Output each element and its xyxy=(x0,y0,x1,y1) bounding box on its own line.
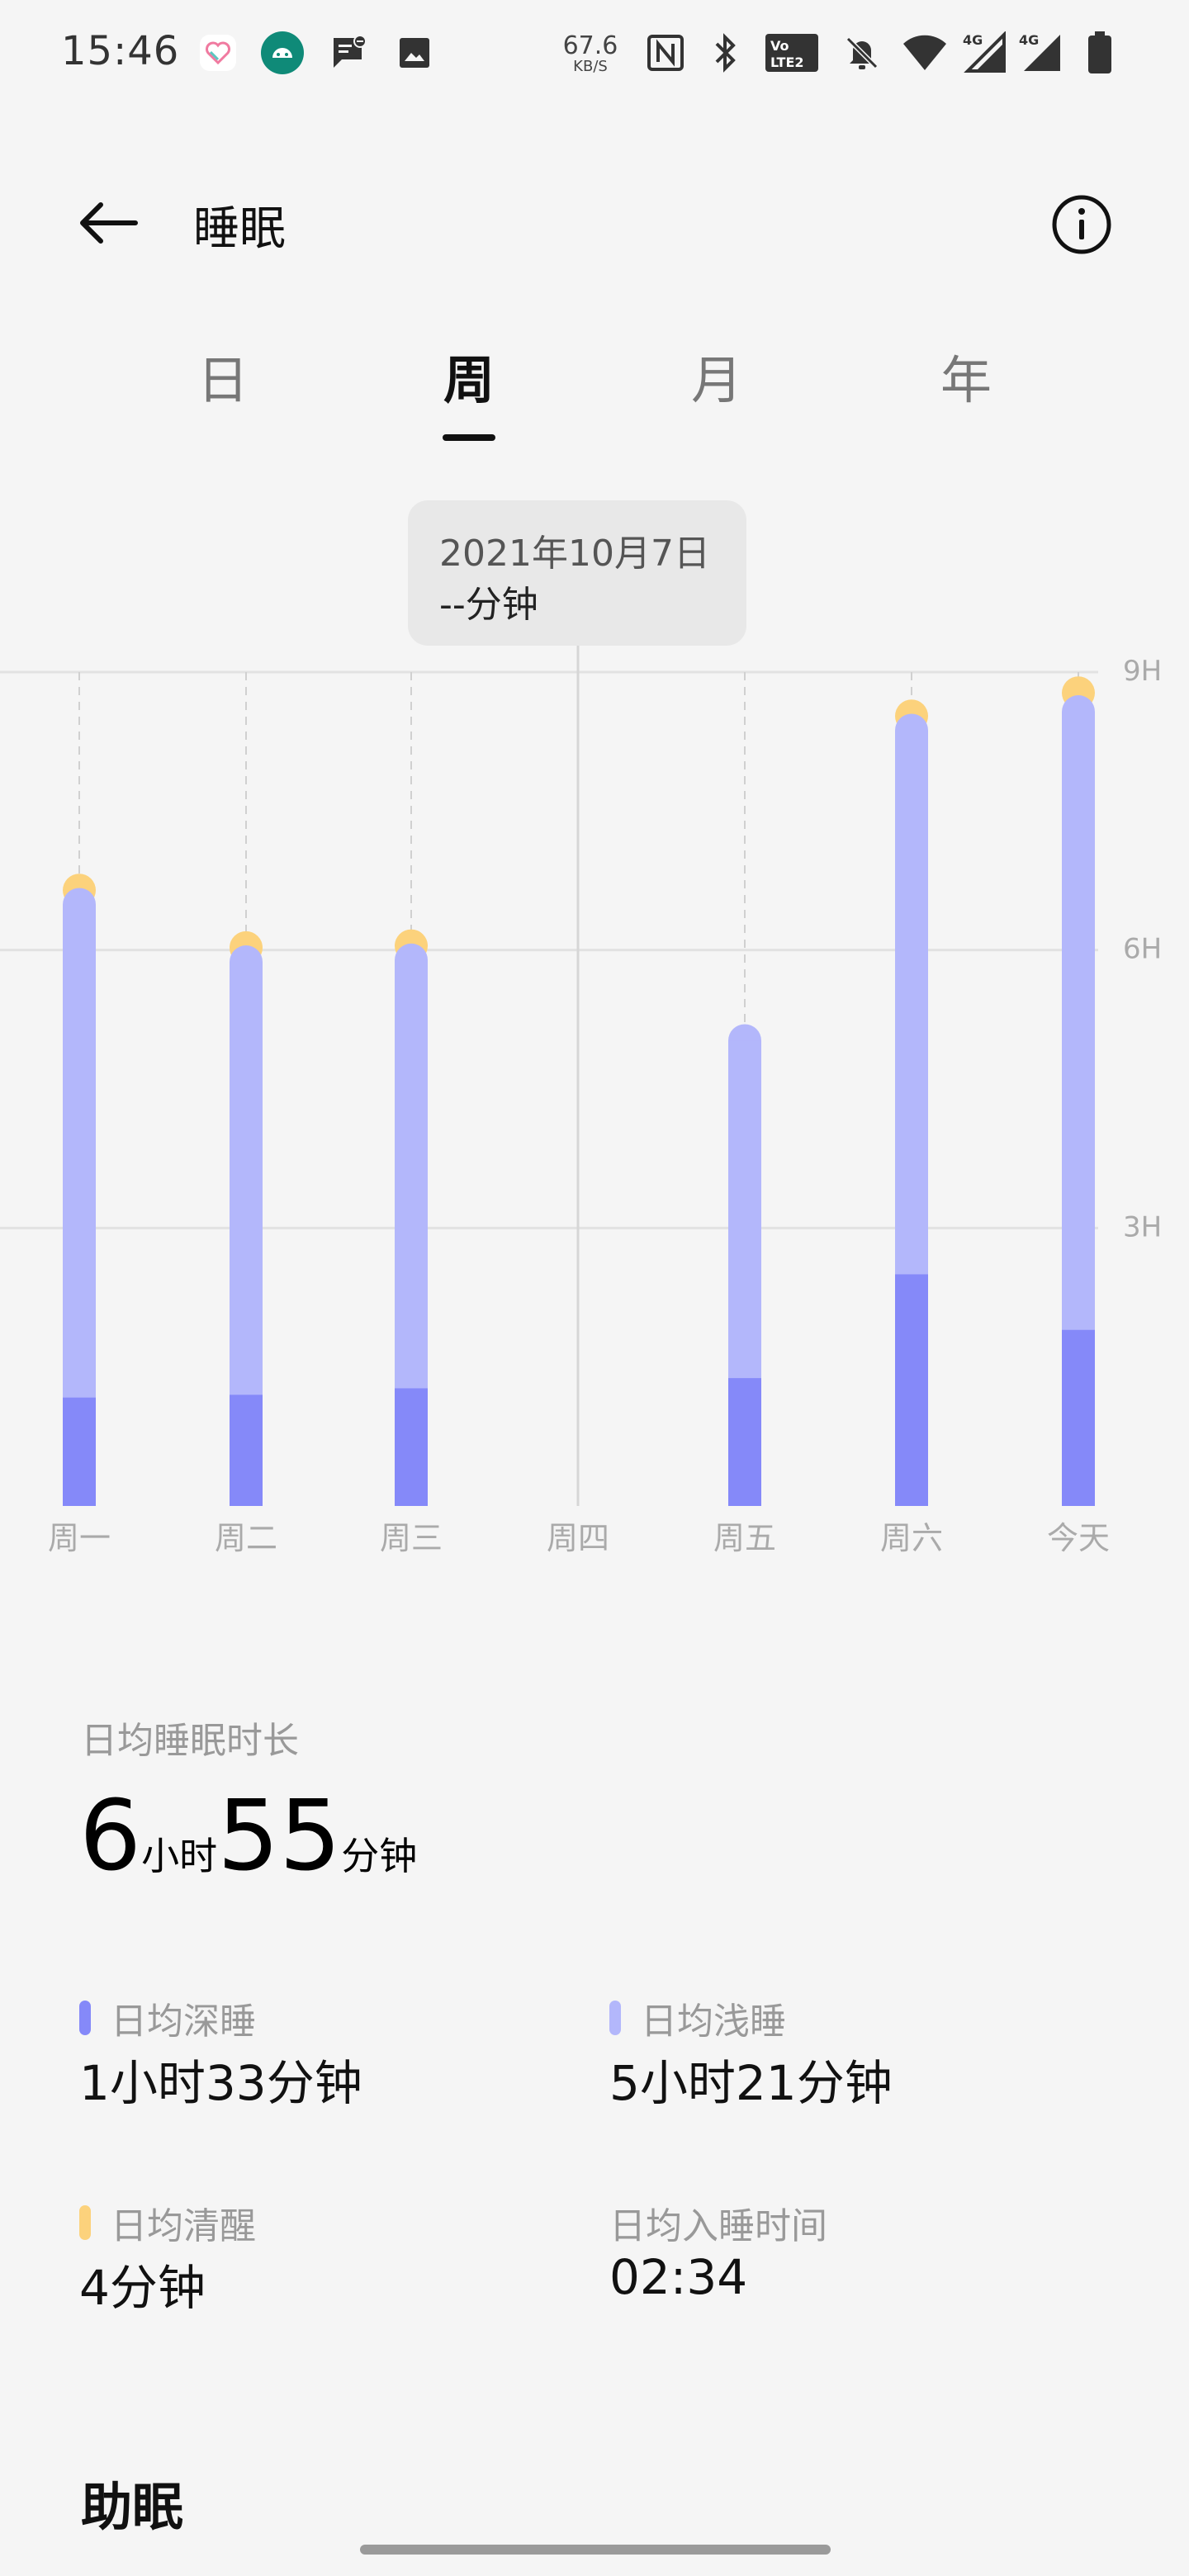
back-button[interactable] xyxy=(66,190,149,256)
page-title: 睡眠 xyxy=(193,202,286,256)
battery-icon xyxy=(1077,30,1123,76)
tooltip-date: 2021年10月7日 xyxy=(439,533,710,575)
deep-sleep-bar xyxy=(63,1397,96,1506)
hours-unit: 小时 xyxy=(141,1834,218,1878)
svg-text:4G: 4G xyxy=(963,32,983,48)
bedtime-label: 日均入睡时间 xyxy=(609,2205,827,2247)
deep-sleep-swatch xyxy=(79,2001,91,2035)
info-icon xyxy=(1052,195,1111,254)
deep-sleep-bar xyxy=(395,1388,428,1506)
home-indicator[interactable] xyxy=(360,2545,831,2555)
avg-minutes: 55 xyxy=(217,1778,342,1892)
deep-sleep-bar xyxy=(895,1274,928,1506)
chart-tooltip: 2021年10月7日 --分钟 xyxy=(408,500,746,646)
light-sleep-bar-body xyxy=(230,962,263,1412)
nfc-icon xyxy=(642,30,689,76)
deep-sleep-legend: 日均深睡 xyxy=(79,1991,256,2044)
deep-sleep-value: 1小时33分钟 xyxy=(79,2055,362,2111)
awake-label: 日均清醒 xyxy=(111,2205,256,2247)
status-time: 15:46 xyxy=(61,28,180,74)
tab-month[interactable]: 月 xyxy=(690,350,742,410)
svg-text:LTE2: LTE2 xyxy=(770,54,804,70)
light-sleep-label: 日均浅睡 xyxy=(641,2001,786,2043)
light-sleep-legend: 日均浅睡 xyxy=(609,1991,786,2044)
tooltip-value: --分钟 xyxy=(439,584,538,626)
x-tick-label: 周五 xyxy=(713,1520,776,1556)
signal-4g-icon: 4G xyxy=(1017,30,1063,76)
awake-swatch xyxy=(79,2205,91,2240)
deep-sleep-bar xyxy=(1062,1329,1095,1506)
svg-text:Vo: Vo xyxy=(770,38,789,54)
x-tick-label: 今天 xyxy=(1047,1520,1110,1556)
deep-sleep-bar xyxy=(728,1378,761,1506)
light-sleep-bar-body xyxy=(395,959,428,1405)
avg-sleep-duration: 6 小时 55 分钟 xyxy=(79,1787,417,1884)
gallery-icon xyxy=(391,30,438,76)
network-speed: 67.6 KB/S xyxy=(562,31,618,75)
deep-sleep-label: 日均深睡 xyxy=(111,2001,256,2043)
sleep-aid-title: 助眠 xyxy=(81,2477,184,2537)
tab-week[interactable]: 周 xyxy=(443,350,495,410)
light-sleep-bar-body xyxy=(895,730,928,1291)
volte-icon: Vo LTE2 xyxy=(765,30,819,76)
light-sleep-bar-body xyxy=(63,904,96,1414)
mute-icon xyxy=(839,30,885,76)
tab-active-indicator xyxy=(443,434,495,441)
light-sleep-bar-body xyxy=(728,1040,761,1395)
health-app-icon xyxy=(195,30,241,76)
x-tick-label: 周四 xyxy=(547,1520,609,1556)
deep-sleep-bar xyxy=(230,1395,263,1506)
avg-sleep-label: 日均睡眠时长 xyxy=(81,1720,299,1762)
y-tick-label: 3H xyxy=(1123,1210,1162,1243)
wifi-icon xyxy=(902,30,948,76)
x-tick-label: 周六 xyxy=(880,1520,943,1556)
y-tick-label: 6H xyxy=(1123,933,1162,966)
bedtime-value: 02:34 xyxy=(609,2249,748,2305)
awake-value: 4分钟 xyxy=(79,2260,206,2316)
avg-hours: 6 xyxy=(79,1778,142,1892)
message-icon xyxy=(325,30,372,76)
status-bar: 15:46 67.6 KB/S Vo LTE2 4G 4G xyxy=(0,0,1189,112)
arrow-left-icon xyxy=(80,202,138,244)
info-button[interactable] xyxy=(1049,192,1115,258)
x-tick-label: 周二 xyxy=(215,1520,277,1556)
y-tick-label: 9H xyxy=(1123,655,1162,688)
awake-legend: 日均清醒 xyxy=(79,2196,256,2249)
light-sleep-value: 5小时21分钟 xyxy=(609,2055,893,2111)
tab-day[interactable]: 日 xyxy=(197,350,249,410)
x-tick-label: 周三 xyxy=(380,1520,443,1556)
svg-text:4G: 4G xyxy=(1019,32,1039,48)
android-icon xyxy=(259,30,306,76)
x-tick-label: 周一 xyxy=(48,1520,111,1556)
light-sleep-swatch xyxy=(609,2001,621,2035)
tab-year[interactable]: 年 xyxy=(940,350,992,410)
minutes-unit: 分钟 xyxy=(341,1834,418,1878)
sleep-week-chart[interactable]: 3H 6H 9H 周一 周二 周三 周四 周五 周六 今天 xyxy=(0,487,1189,1593)
signal-4g-icon: 4G xyxy=(961,30,1007,76)
light-sleep-bar-body xyxy=(1062,712,1095,1347)
bluetooth-icon xyxy=(702,30,748,76)
